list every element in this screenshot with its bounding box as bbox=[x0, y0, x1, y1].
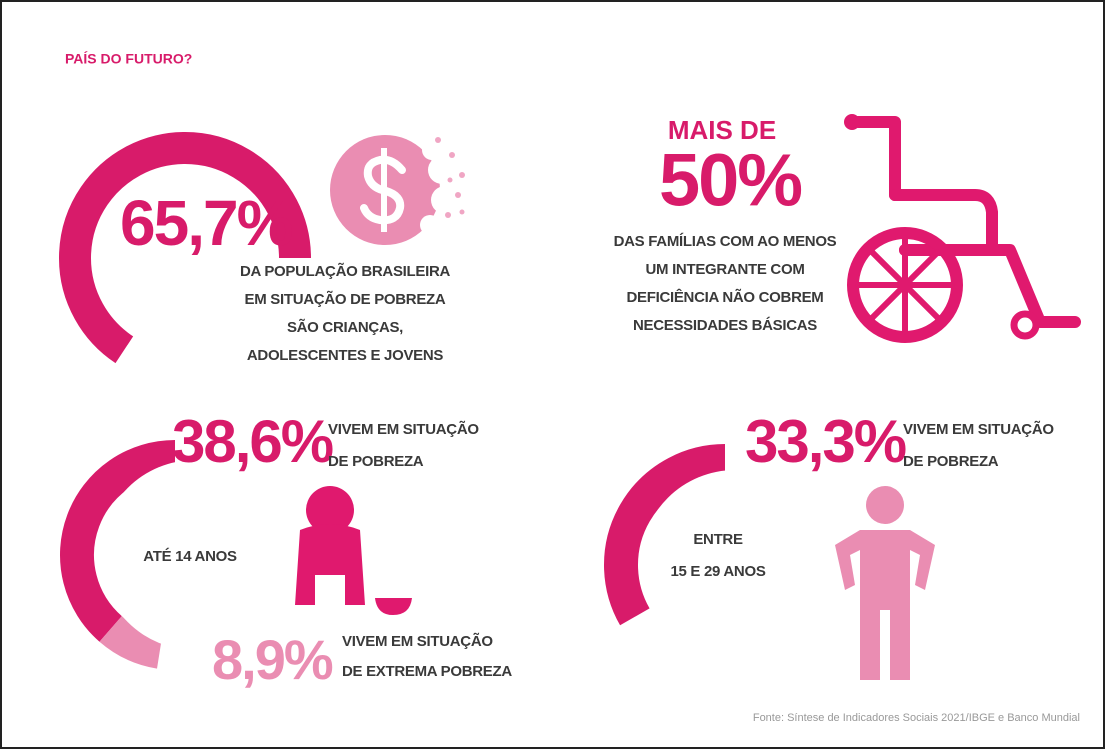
stat-value: 8,9% bbox=[212, 628, 333, 691]
stat-line: DAS FAMÍLIAS COM AO MENOS bbox=[614, 233, 837, 250]
stat-line: DE POBREZA bbox=[328, 453, 424, 470]
inner-circle bbox=[640, 470, 830, 660]
child-icon bbox=[295, 486, 412, 615]
age-group: ENTRE bbox=[693, 531, 743, 548]
stat-line: EM SITUAÇÃO DE POBREZA bbox=[245, 290, 446, 308]
donut-arc bbox=[59, 132, 311, 364]
stat-value: 50% bbox=[659, 139, 801, 222]
stat-line: ADOLESCENTES E JOVENS bbox=[247, 347, 444, 364]
age-group: 15 E 29 ANOS bbox=[670, 563, 765, 580]
stat-line: SÃO CRIANÇAS, bbox=[287, 318, 403, 336]
stat-line: DE POBREZA bbox=[903, 453, 999, 470]
inner-circle bbox=[100, 460, 290, 650]
donut-arc bbox=[99, 615, 163, 669]
stat-value: 65,7% bbox=[120, 187, 293, 259]
stat-value: 33,3% bbox=[745, 408, 906, 475]
wheelchair-icon bbox=[844, 114, 1081, 343]
stat-value: 38,6% bbox=[172, 408, 333, 475]
stat-line: UM INTEGRANTE COM bbox=[645, 261, 804, 278]
header-title: PAÍS DO FUTURO? bbox=[65, 51, 192, 67]
stat-line: VIVEM EM SITUAÇÃO bbox=[903, 420, 1054, 438]
person-icon bbox=[835, 486, 935, 680]
stat-line: VIVEM EM SITUAÇÃO bbox=[342, 632, 493, 650]
stat-line: VIVEM EM SITUAÇÃO bbox=[328, 420, 479, 438]
dollar-icon bbox=[330, 135, 465, 245]
donut-arc bbox=[60, 440, 176, 642]
donut-arcs bbox=[59, 132, 726, 669]
donut-arc bbox=[604, 444, 726, 626]
age-group: ATÉ 14 ANOS bbox=[143, 548, 237, 565]
stat-line: DE EXTREMA POBREZA bbox=[342, 663, 512, 680]
stat-prefix: MAIS DE bbox=[668, 115, 776, 145]
source: Fonte: Síntese de Indicadores Sociais 20… bbox=[753, 712, 1080, 724]
stat-line: DEFICIÊNCIA NÃO COBREM bbox=[626, 288, 823, 306]
stat-line: NECESSIDADES BÁSICAS bbox=[633, 317, 817, 334]
stat-line: DA POPULAÇÃO BRASILEIRA bbox=[240, 262, 451, 280]
